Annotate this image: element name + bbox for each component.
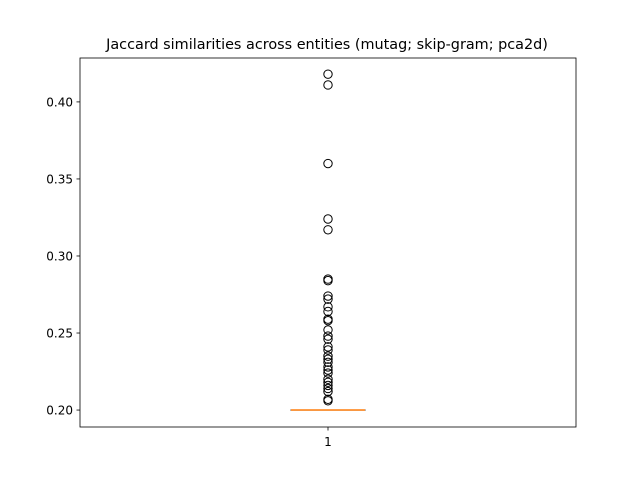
outlier-point xyxy=(323,368,333,378)
outlier-point xyxy=(323,294,333,304)
outlier-point xyxy=(323,357,333,367)
outlier-point xyxy=(323,80,333,90)
outlier-point xyxy=(323,158,333,169)
outlier-point xyxy=(323,315,333,326)
outlier-point xyxy=(323,351,333,361)
y-tick-label: 0.35 xyxy=(46,172,73,186)
outlier-point xyxy=(323,291,333,301)
outlier-point xyxy=(323,362,333,372)
chart-title: Jaccard similarities across entities (mu… xyxy=(105,37,548,53)
outlier-point xyxy=(323,342,333,352)
outlier-point xyxy=(323,354,333,364)
y-tick-label: 0.20 xyxy=(46,404,73,418)
outlier-point xyxy=(323,225,333,235)
outlier-point xyxy=(323,380,333,391)
outlier-point xyxy=(323,275,333,286)
plot-area: 0.20 0.25 0.30 0.35 0.40 1 xyxy=(46,69,366,449)
outlier-point xyxy=(323,377,333,388)
outlier-point xyxy=(323,383,333,394)
outlier-point xyxy=(323,325,333,335)
outlier-point xyxy=(323,69,333,79)
x-tick-label: 1 xyxy=(324,435,332,449)
outlier-point xyxy=(323,345,333,355)
y-tick-label: 0.30 xyxy=(46,249,73,263)
y-tick-label: 0.25 xyxy=(46,327,73,341)
outlier-point xyxy=(323,396,333,406)
outlier-point xyxy=(323,374,333,384)
outlier-point xyxy=(323,302,333,312)
y-tick-label: 0.40 xyxy=(46,95,73,109)
axes-frame xyxy=(79,57,577,428)
outlier-point xyxy=(323,331,333,341)
outlier-point xyxy=(323,365,333,375)
outlier-point xyxy=(323,306,333,317)
outlier-point xyxy=(323,334,333,344)
outlier-point xyxy=(323,214,333,224)
outlier-point xyxy=(323,386,333,397)
